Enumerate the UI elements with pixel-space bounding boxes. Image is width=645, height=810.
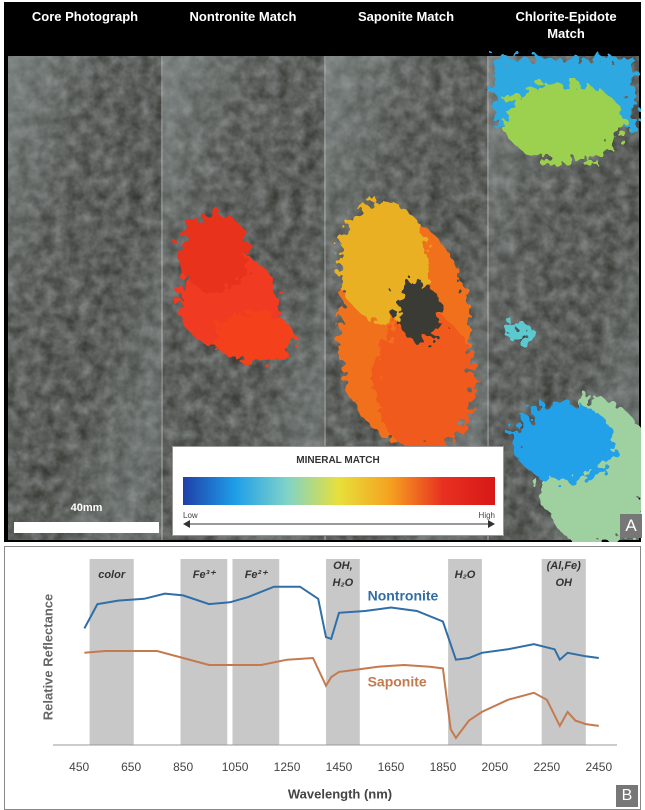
legend-arrow [183,519,495,529]
band-label: Fe³⁺ [193,569,217,581]
x-tick-label: 1650 [378,760,405,774]
x-tick-label: 850 [173,760,193,774]
column-header: Nontronite Match [168,8,318,25]
band-label: H₂O [455,569,476,581]
column-header: Saponite Match [331,8,481,25]
band-label: (Al,Fe) [547,560,582,572]
chart: Relative Reflectance Wavelength (nm) col… [5,547,640,809]
x-tick-label: 2450 [585,760,612,774]
x-tick-label: 1850 [430,760,457,774]
x-tick-label: 450 [69,760,89,774]
x-axis-title: Wavelength (nm) [288,786,392,801]
band-label: OH, [333,560,353,572]
scale-label: 40mm [14,502,159,514]
panel-label: A [620,514,642,538]
color-legend: MINERAL MATCH Low High [172,446,504,536]
panel-label: B [616,785,638,807]
series-label: Nontronite [368,588,439,604]
panel-a: Core Photograph Nontronite Match Saponit… [4,2,641,542]
x-tick-label: 1250 [274,760,301,774]
band-label: Fe²⁺ [245,569,269,581]
scale-bar [14,522,159,533]
column-header: Core Photograph [10,8,160,25]
band-label: H₂O [333,577,354,589]
band-label: OH [555,577,573,589]
absorption-band [181,559,228,745]
legend-title: MINERAL MATCH [173,455,503,466]
x-tick-label: 1450 [326,760,353,774]
x-tick-label: 650 [121,760,141,774]
x-tick-label: 2250 [533,760,560,774]
y-axis-title: Relative Reflectance [40,594,55,720]
x-tick-label: 2050 [482,760,509,774]
band-label: color [98,569,126,581]
series-label: Saponite [368,673,427,689]
x-tick-label: 1050 [222,760,249,774]
panel-b: Relative Reflectance Wavelength (nm) col… [4,546,641,810]
column-header: Chlorite-Epidote Match [491,8,641,42]
color-ramp [183,477,495,505]
figure: Core Photograph Nontronite Match Saponit… [0,0,645,810]
